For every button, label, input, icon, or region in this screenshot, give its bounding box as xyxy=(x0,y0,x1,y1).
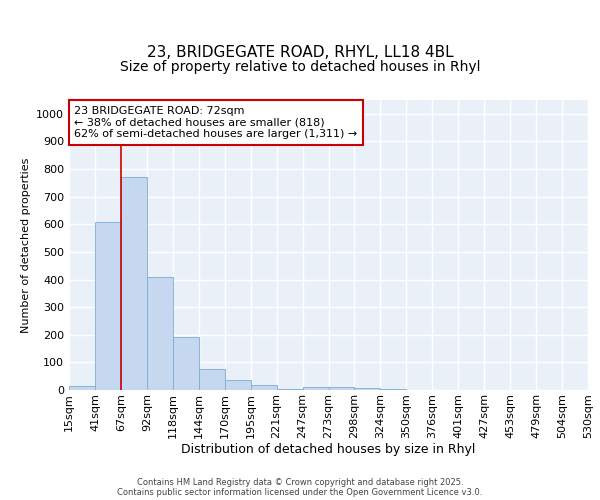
X-axis label: Distribution of detached houses by size in Rhyl: Distribution of detached houses by size … xyxy=(181,444,476,456)
Y-axis label: Number of detached properties: Number of detached properties xyxy=(20,158,31,332)
Bar xyxy=(121,178,147,390)
Bar xyxy=(95,222,121,390)
Bar xyxy=(329,386,355,390)
Text: 23, BRIDGEGATE ROAD, RHYL, LL18 4BL: 23, BRIDGEGATE ROAD, RHYL, LL18 4BL xyxy=(146,45,454,60)
Text: Size of property relative to detached houses in Rhyl: Size of property relative to detached ho… xyxy=(120,60,480,74)
Bar xyxy=(277,388,302,390)
Text: Contains HM Land Registry data © Crown copyright and database right 2025.
Contai: Contains HM Land Registry data © Crown c… xyxy=(118,478,482,497)
Bar xyxy=(173,336,199,390)
Text: 23 BRIDGEGATE ROAD: 72sqm
← 38% of detached houses are smaller (818)
62% of semi: 23 BRIDGEGATE ROAD: 72sqm ← 38% of detac… xyxy=(74,106,358,139)
Bar xyxy=(355,388,380,390)
Bar xyxy=(302,387,329,390)
Bar xyxy=(69,386,95,390)
Bar xyxy=(147,277,173,390)
Bar xyxy=(251,385,277,390)
Bar xyxy=(225,380,251,390)
Bar xyxy=(199,370,224,390)
